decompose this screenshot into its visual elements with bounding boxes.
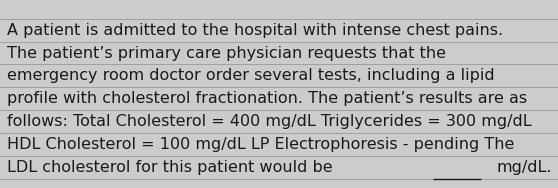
Text: A patient is admitted to the hospital with intense chest pains.: A patient is admitted to the hospital wi… (7, 23, 503, 38)
Text: The patient’s primary care physician requests that the: The patient’s primary care physician req… (7, 45, 446, 61)
Text: profile with cholesterol fractionation. The patient’s results are as: profile with cholesterol fractionation. … (7, 91, 527, 106)
Text: mg/dL.: mg/dL. (497, 160, 552, 175)
Text: HDL Cholesterol = 100 mg/dL LP Electrophoresis - pending The: HDL Cholesterol = 100 mg/dL LP Electroph… (7, 137, 514, 152)
Text: emergency room doctor order several tests, including a lipid: emergency room doctor order several test… (7, 68, 494, 83)
Text: LDL cholesterol for this patient would be: LDL cholesterol for this patient would b… (7, 160, 338, 175)
Text: follows: Total Cholesterol = 400 mg/dL Triglycerides = 300 mg/dL: follows: Total Cholesterol = 400 mg/dL T… (7, 114, 531, 129)
